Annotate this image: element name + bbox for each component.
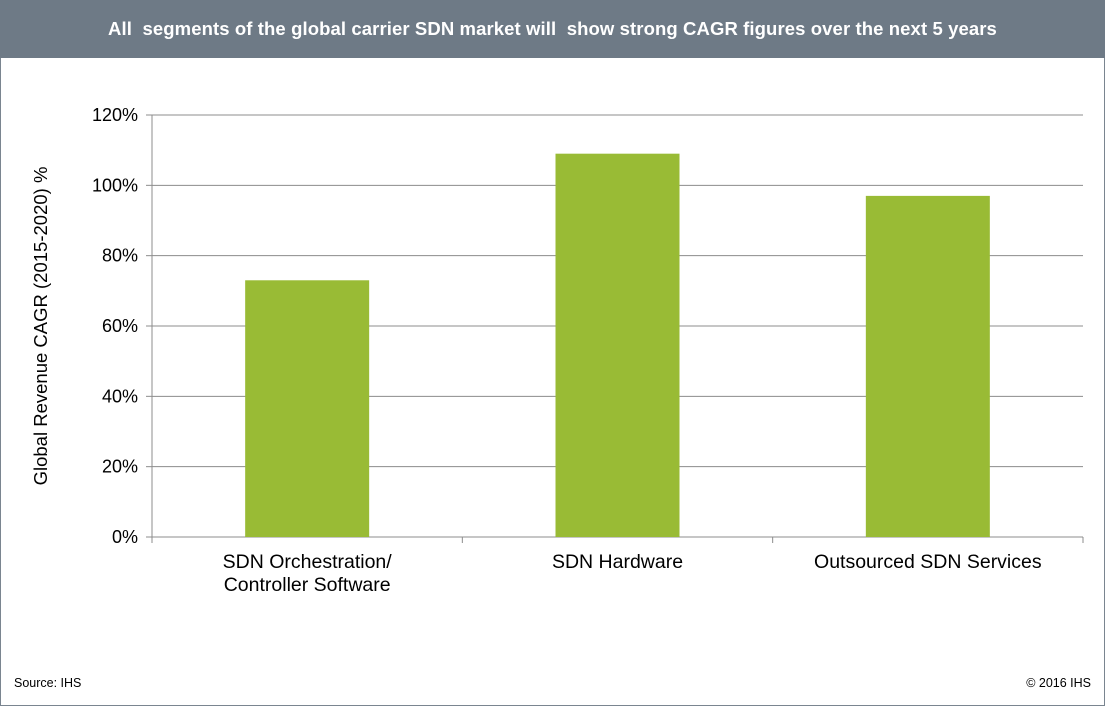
- chart-title-banner: All segments of the global carrier SDN m…: [0, 0, 1105, 58]
- source-note: Source: IHS: [14, 676, 82, 690]
- y-tick-label: 40%: [102, 386, 138, 406]
- copyright-note: © 2016 IHS: [1026, 676, 1091, 690]
- y-tick-label: 100%: [92, 175, 138, 195]
- y-tick-label: 60%: [102, 316, 138, 336]
- y-axis-label: Global Revenue CAGR (2015-2020) %: [30, 167, 51, 486]
- bar: [555, 153, 680, 537]
- x-tick-label: SDN Hardware: [552, 551, 683, 573]
- chart-title: All segments of the global carrier SDN m…: [108, 18, 997, 39]
- y-tick-label: 80%: [102, 246, 138, 266]
- y-tick-label: 120%: [92, 105, 138, 125]
- x-tick-label: Outsourced SDN Services: [814, 551, 1042, 573]
- bar: [245, 280, 370, 537]
- y-tick-label: 0%: [112, 527, 138, 547]
- bar: [865, 195, 990, 537]
- bar-chart: 0% 20% 40% 60% 80% 100% 120% SDN Orchestration/…: [30, 105, 1084, 596]
- x-tick-label: SDN Orchestration/Controller Software: [223, 551, 393, 596]
- y-tick-label: 20%: [102, 457, 138, 477]
